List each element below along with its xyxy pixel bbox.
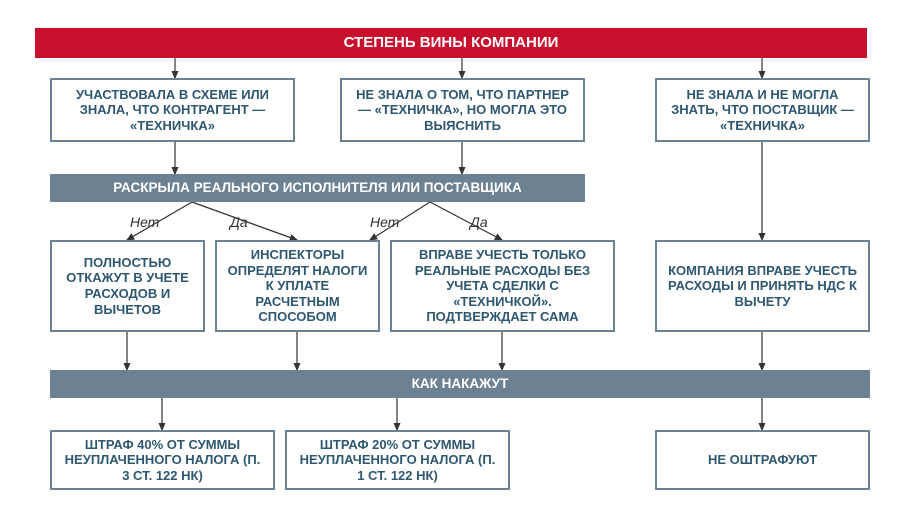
node-inspectors-calc: ИНСПЕКТОРЫ ОПРЕДЕЛЯТ НАЛОГИ К УПЛАТЕ РАС… — [215, 240, 380, 332]
label-yes-1: Да — [230, 214, 248, 230]
label-no-1: Нет — [130, 214, 159, 230]
node-full-deduction: КОМПАНИЯ ВПРАВЕ УЧЕСТЬ РАСХОДЫ И ПРИНЯТЬ… — [655, 240, 870, 332]
node-fine-40: ШТРАФ 40% ОТ СУММЫ НЕУПЛАЧЕННОГО НАЛОГА … — [50, 430, 275, 490]
header-bar: СТЕПЕНЬ ВИНЫ КОМПАНИИ — [35, 28, 867, 58]
label-yes-2: Да — [470, 214, 488, 230]
node-real-expenses-only: ВПРАВЕ УЧЕСТЬ ТОЛЬКО РЕАЛЬНЫЕ РАСХОДЫ БЕ… — [390, 240, 615, 332]
node-didnt-know-could: НЕ ЗНАЛА О ТОМ, ЧТО ПАРТНЕР — «ТЕХНИЧКА»… — [340, 78, 585, 142]
subheader-penalty: КАК НАКАЖУТ — [50, 370, 870, 398]
node-participated: УЧАСТВОВАЛА В СХЕМЕ ИЛИ ЗНАЛА, ЧТО КОНТР… — [50, 78, 295, 142]
node-full-deny: ПОЛНОСТЬЮ ОТКАЖУТ В УЧЕТЕ РАСХОДОВ И ВЫЧ… — [50, 240, 205, 332]
node-fine-20: ШТРАФ 20% ОТ СУММЫ НЕУПЛАЧЕННОГО НАЛОГА … — [285, 430, 510, 490]
node-didnt-know-couldnt: НЕ ЗНАЛА И НЕ МОГЛА ЗНАТЬ, ЧТО ПОСТАВЩИК… — [655, 78, 870, 142]
node-no-fine: НЕ ОШТРАФУЮТ — [655, 430, 870, 490]
label-no-2: Нет — [370, 214, 399, 230]
header-text: СТЕПЕНЬ ВИНЫ КОМПАНИИ — [344, 34, 559, 51]
subheader-disclosed: РАСКРЫЛА РЕАЛЬНОГО ИСПОЛНИТЕЛЯ ИЛИ ПОСТА… — [50, 174, 585, 202]
